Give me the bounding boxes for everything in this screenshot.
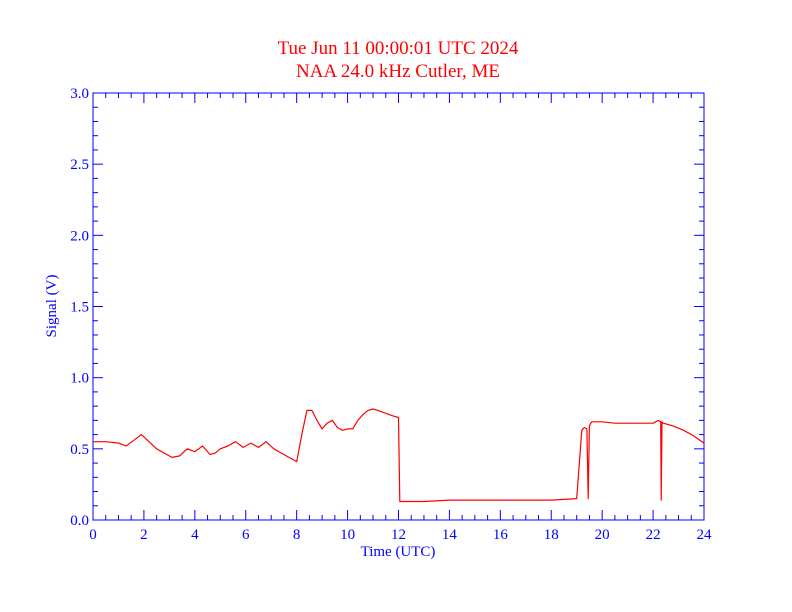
chart-subtitle: NAA 24.0 kHz Cutler, ME — [296, 61, 500, 82]
x-tick-label: 10 — [340, 527, 355, 543]
x-tick-label: 20 — [595, 527, 610, 543]
chart-title: Tue Jun 11 00:00:01 UTC 2024 — [278, 38, 519, 59]
axes: 0 2 4 6 8 10 12 14 16 18 20 22 240.00.51.01.52.02.53… — [70, 86, 712, 543]
x-tick-label: 24 — [697, 527, 713, 543]
x-tick-label: 14 — [442, 527, 458, 543]
x-tick-label: 18 — [544, 527, 559, 543]
y-tick-label: 3.0 — [70, 86, 89, 102]
y-tick-label: 0.0 — [70, 513, 89, 529]
y-axis-label: Signal (V) — [44, 275, 60, 338]
x-tick-label: 2 — [140, 527, 148, 543]
x-tick-label: 22 — [646, 527, 661, 543]
x-tick-label: 12 — [391, 527, 406, 543]
y-tick-label: 1.0 — [70, 371, 89, 387]
x-tick-label: 6 — [242, 527, 250, 543]
x-tick-label: 8 — [293, 527, 301, 543]
y-tick-label: 2.5 — [70, 157, 89, 173]
y-tick-label: 1.5 — [70, 300, 89, 316]
x-tick-label: 0 — [89, 527, 97, 543]
x-tick-label: 16 — [493, 527, 509, 543]
series-line — [93, 408, 705, 503]
series-layer — [93, 408, 705, 503]
x-tick-label: 4 — [191, 527, 199, 543]
y-tick-label: 0.5 — [70, 442, 89, 458]
y-tick-label: 2.0 — [70, 228, 89, 244]
x-axis-label: Time (UTC) — [361, 544, 436, 560]
